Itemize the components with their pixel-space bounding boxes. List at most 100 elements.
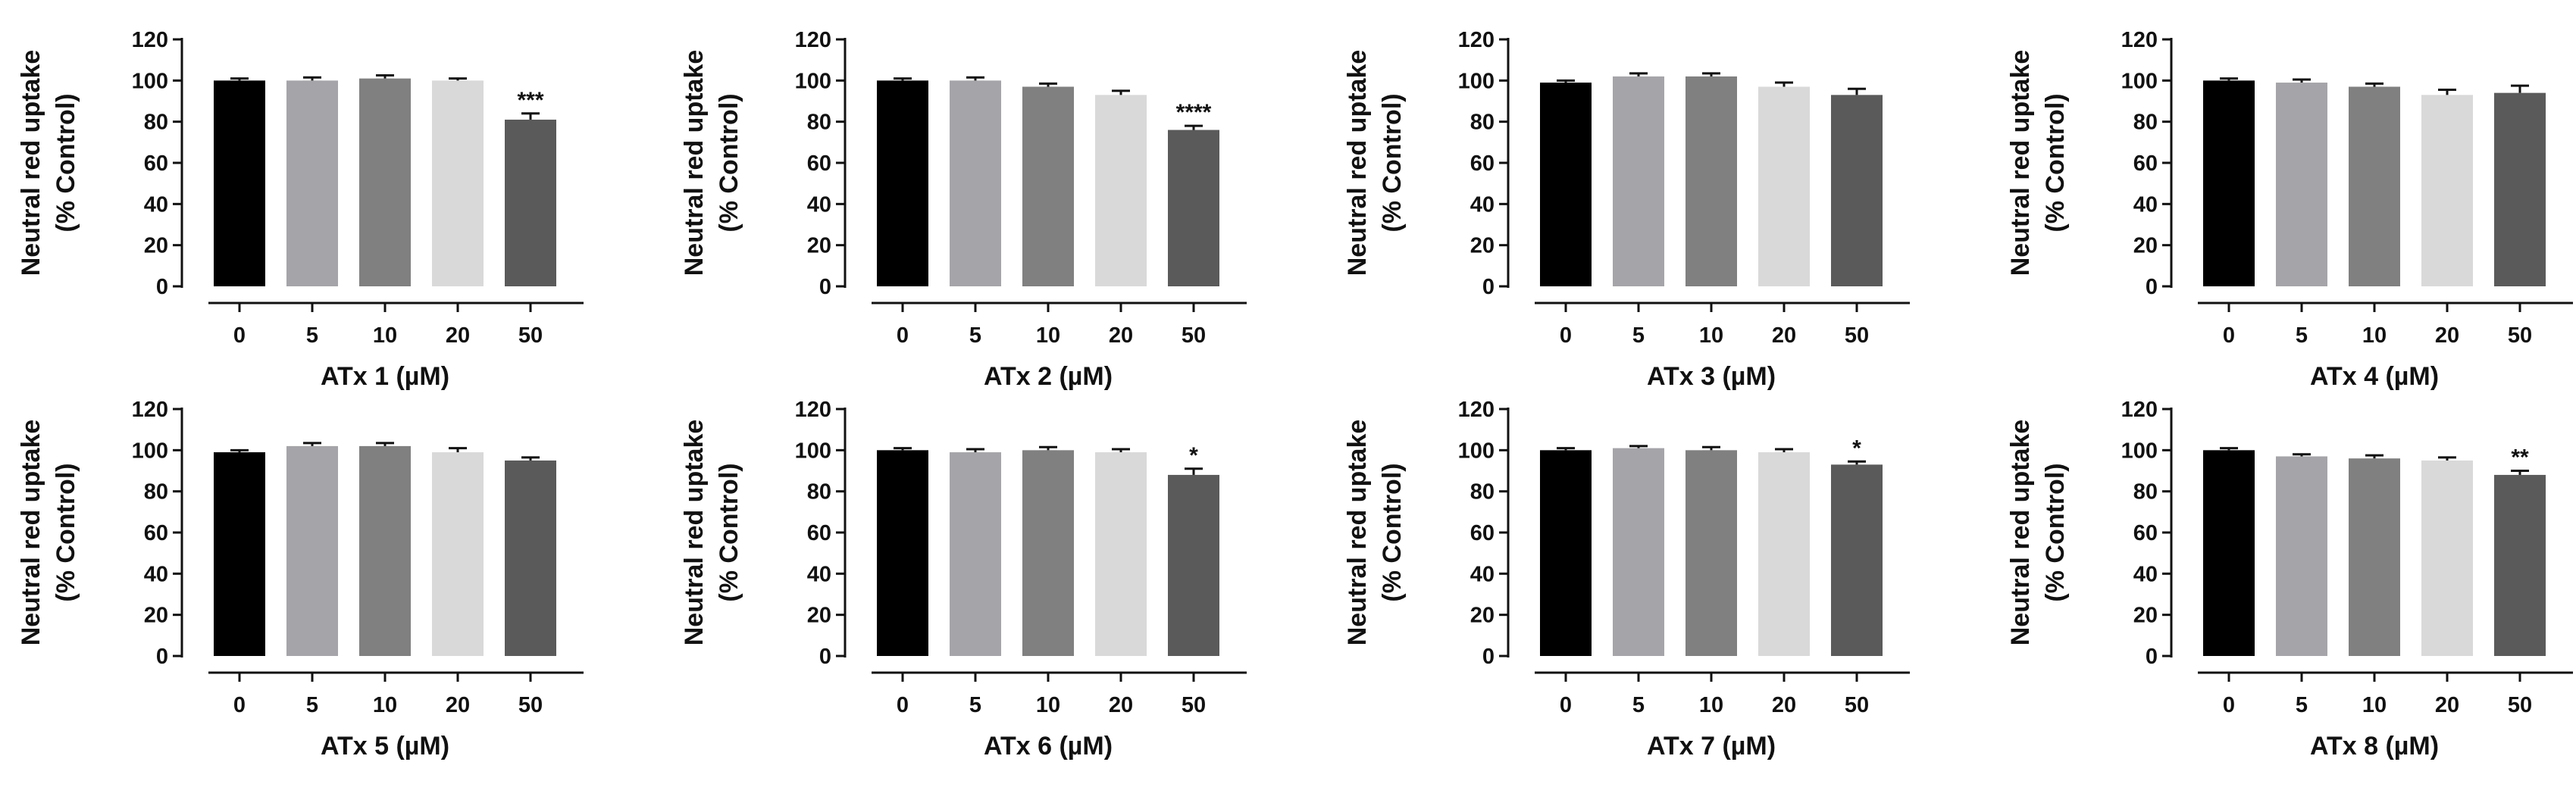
x-axis-title: ATx 6 (µM)	[984, 732, 1113, 761]
y-tick-label: 100	[132, 69, 168, 93]
y-tick-label: 20	[2133, 604, 2158, 628]
y-tick-label: 80	[144, 111, 168, 135]
y-axis-title-line2: (% Control)	[1378, 93, 1407, 232]
x-tick-label: 20	[1772, 323, 1796, 348]
x-tick-label: 10	[2362, 693, 2387, 717]
x-tick-label: 5	[969, 323, 981, 348]
bar-10	[1022, 450, 1074, 656]
y-tick-label: 40	[807, 562, 831, 586]
y-tick-label: 20	[144, 604, 168, 628]
y-tick-label: 0	[819, 275, 831, 299]
x-tick-label: 50	[1845, 693, 1869, 717]
x-tick-label: 10	[2362, 323, 2387, 348]
x-tick-label: 0	[897, 693, 909, 717]
y-tick-label: 60	[2133, 151, 2158, 176]
x-axis-title: ATx 1 (µM)	[321, 362, 449, 391]
bar-5	[286, 80, 338, 286]
x-tick-label: 5	[969, 693, 981, 717]
y-tick-label: 60	[1470, 521, 1495, 545]
bar-20	[2421, 95, 2473, 286]
bar-5	[2276, 456, 2327, 656]
significance-label: *	[1852, 436, 1861, 461]
chart-panel-6: Neutral red uptake (% Control) 0 20 40 60 80 10…	[680, 398, 1247, 761]
bar-50	[1168, 130, 1219, 286]
bar-5	[286, 445, 338, 656]
x-tick-label: 5	[306, 693, 318, 717]
y-tick-label: 120	[2121, 398, 2158, 422]
x-tick-label: 50	[518, 323, 543, 348]
y-tick-label: 0	[2146, 275, 2158, 299]
bar-20	[1095, 95, 1147, 286]
y-tick-label: 40	[807, 192, 831, 217]
y-tick-label: 20	[807, 234, 831, 258]
y-axis-title-line1: Neutral red uptake	[1343, 420, 1372, 646]
chart-panel-4: Neutral red uptake (% Control) 0 20 40 60 80 10…	[2006, 28, 2573, 391]
y-tick-label: 80	[1470, 111, 1495, 135]
x-axis-title: ATx 8 (µM)	[2310, 732, 2439, 761]
x-tick-label: 20	[446, 323, 470, 348]
bar-20	[2421, 460, 2473, 656]
bar-5	[2276, 83, 2327, 287]
y-tick-label: 0	[819, 645, 831, 669]
x-axis-title: ATx 5 (µM)	[321, 732, 449, 761]
bar-5	[1613, 448, 1664, 656]
y-tick-label: 20	[1470, 604, 1495, 628]
y-tick-label: 120	[795, 398, 831, 422]
y-tick-label: 40	[1470, 192, 1495, 217]
bar-0	[214, 452, 265, 656]
x-tick-label: 0	[1560, 693, 1572, 717]
y-axis-title-line1: Neutral red uptake	[17, 420, 45, 646]
y-axis-title-line2: (% Control)	[52, 463, 80, 601]
y-tick-label: 100	[2121, 439, 2158, 463]
bar-20	[1095, 452, 1147, 656]
bar-5	[1613, 76, 1664, 287]
x-tick-label: 20	[1109, 323, 1133, 348]
y-tick-label: 80	[807, 480, 831, 504]
y-axis-title-line2: (% Control)	[2041, 463, 2070, 601]
x-tick-label: 50	[1182, 693, 1206, 717]
y-tick-label: 80	[144, 480, 168, 504]
y-axis-title-line2: (% Control)	[715, 93, 743, 232]
bar-10	[359, 78, 411, 286]
y-axis-title-line2: (% Control)	[52, 93, 80, 232]
y-axis-title-line2: (% Control)	[1378, 463, 1407, 601]
y-tick-label: 40	[144, 192, 168, 217]
chart-panel-1: Neutral red uptake (% Control) 0 20 40 60 80 10…	[17, 28, 584, 391]
y-axis-title-line1: Neutral red uptake	[2006, 50, 2035, 276]
significance-label: ***	[517, 88, 543, 113]
bar-20	[432, 452, 484, 656]
y-tick-label: 60	[144, 151, 168, 176]
x-tick-label: 10	[1699, 693, 1723, 717]
y-axis-title-line1: Neutral red uptake	[680, 50, 709, 276]
x-tick-label: 10	[373, 323, 397, 348]
x-axis-title: ATx 4 (µM)	[2310, 362, 2439, 391]
y-tick-label: 20	[144, 234, 168, 258]
bar-20	[1758, 452, 1810, 656]
y-tick-label: 80	[2133, 111, 2158, 135]
x-tick-label: 50	[518, 693, 543, 717]
x-tick-label: 5	[1632, 323, 1645, 348]
y-axis-title-line2: (% Control)	[2041, 93, 2070, 232]
x-tick-label: 50	[1182, 323, 1206, 348]
x-tick-label: 20	[2435, 323, 2459, 348]
x-tick-label: 50	[2508, 693, 2532, 717]
y-tick-label: 40	[144, 562, 168, 586]
bar-50	[2494, 474, 2546, 656]
bar-50	[2494, 92, 2546, 286]
y-tick-label: 60	[144, 521, 168, 545]
y-tick-label: 0	[1482, 645, 1495, 669]
bar-0	[214, 80, 265, 286]
y-tick-label: 0	[2146, 645, 2158, 669]
y-axis-title-line1: Neutral red uptake	[17, 50, 45, 276]
y-tick-label: 120	[132, 398, 168, 422]
x-axis-title: ATx 7 (µM)	[1647, 732, 1776, 761]
y-axis-title-line1: Neutral red uptake	[1343, 50, 1372, 276]
x-tick-label: 50	[2508, 323, 2532, 348]
x-tick-label: 5	[1632, 693, 1645, 717]
x-tick-label: 10	[1036, 693, 1060, 717]
bar-0	[1540, 450, 1592, 656]
bar-0	[2203, 450, 2255, 656]
chart-panel-8: Neutral red uptake (% Control) 0 20 40 60 80 10…	[2006, 398, 2573, 761]
bar-20	[1758, 86, 1810, 286]
